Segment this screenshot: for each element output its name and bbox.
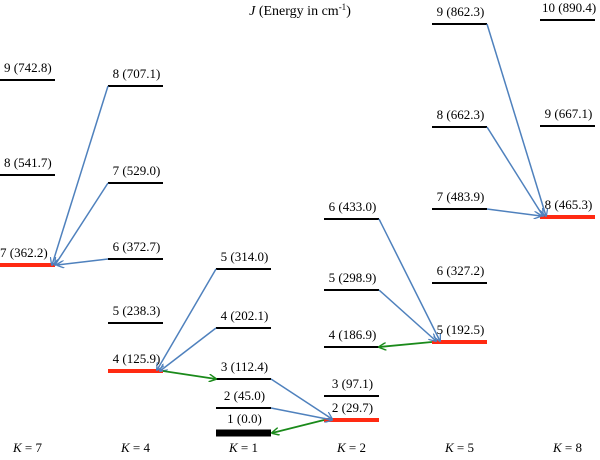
energy-level-label: 3 (112.4) (220, 359, 269, 374)
energy-level-label: 6 (327.2) (436, 263, 485, 278)
k-column-label: K = 2 (324, 440, 379, 456)
title-symbol: J (249, 4, 256, 19)
k-column-label: K = 7 (0, 440, 55, 456)
transition-arrow (378, 218, 440, 341)
energy-level-label: 1 (0.0) (227, 411, 262, 426)
energy-level-label: 2 (45.0) (223, 388, 266, 403)
transition-arrow (270, 407, 332, 420)
transition-arrow (378, 289, 436, 341)
transition-arrow (160, 327, 217, 371)
k-value: = 4 (129, 440, 150, 455)
k-symbol: K (228, 440, 238, 455)
energy-level-label: 6 (372.7) (112, 239, 161, 254)
energy-level-label: 8 (707.1) (112, 66, 161, 81)
title-text: (Energy in cm (255, 4, 339, 19)
energy-level-label: 4 (125.9) (112, 351, 161, 366)
transition-arrow (379, 341, 433, 347)
k-value: = 5 (453, 440, 474, 455)
title-superscript: -1 (338, 2, 347, 12)
energy-level-label: 9 (667.1) (544, 106, 593, 121)
energy-level-label: 5 (298.9) (328, 270, 377, 285)
transitions-layer (52, 23, 546, 433)
energy-level-label: 7 (483.9) (436, 189, 485, 204)
k-value: = 2 (345, 440, 366, 455)
transition-arrow (52, 85, 109, 265)
energy-level-label: 5 (238.3) (112, 303, 161, 318)
transition-arrow (57, 258, 109, 265)
transition-arrow (486, 208, 541, 216)
transition-arrow (486, 126, 543, 216)
energy-level-label: 4 (202.1) (220, 308, 269, 323)
transition-arrow (272, 419, 325, 433)
diagram-title: J (Energy in cm-1) (0, 2, 600, 20)
levels-layer (0, 19, 595, 437)
energy-level-label: 8 (465.3) (544, 197, 593, 212)
energy-level-label: 7 (529.0) (112, 163, 161, 178)
transition-arrow (55, 182, 109, 265)
energy-level-label: 8 (541.7) (4, 155, 52, 170)
energy-level-label: 8 (662.3) (436, 107, 485, 122)
transition-arrow (162, 370, 216, 379)
energy-level-label: 10 (890.4) (542, 0, 597, 15)
k-column-label: K = 5 (432, 440, 487, 456)
title-close: ) (346, 4, 351, 19)
energy-level-label: 4 (186.9) (328, 327, 377, 342)
k-symbol: K (444, 440, 454, 455)
transition-arrow (157, 268, 217, 370)
energy-level-label: 6 (433.0) (328, 199, 377, 214)
energy-level-label: 9 (862.3) (436, 4, 485, 19)
k-symbol: K (120, 440, 130, 455)
transition-arrow (270, 378, 332, 419)
energy-level-label: 3 (97.1) (331, 376, 374, 391)
k-column-label: K = 1 (216, 440, 271, 456)
transition-arrow (486, 23, 546, 216)
k-value: = 8 (561, 440, 582, 455)
energy-level-label: 7 (362.2) (0, 245, 48, 260)
energy-level-label: 2 (29.7) (331, 400, 374, 415)
k-column-label: K = 8 (540, 440, 595, 456)
k-symbol: K (336, 440, 346, 455)
k-symbol: K (12, 440, 22, 455)
k-value: = 1 (237, 440, 258, 455)
energy-level-label: 5 (192.5) (436, 322, 485, 337)
k-symbol: K (552, 440, 562, 455)
energy-level-label: 9 (742.8) (4, 60, 52, 75)
k-value: = 7 (21, 440, 42, 455)
k-column-label: K = 4 (108, 440, 163, 456)
energy-level-label: 5 (314.0) (220, 249, 269, 264)
